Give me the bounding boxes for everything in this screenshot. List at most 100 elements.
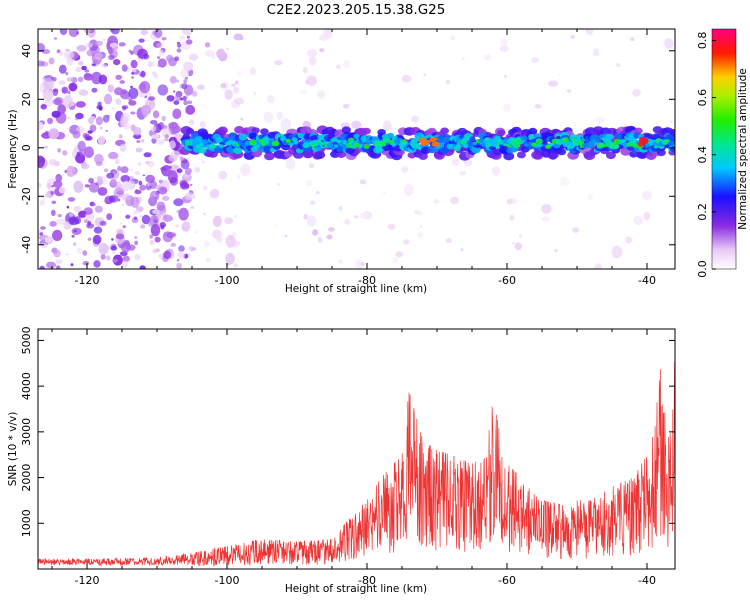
heatmap-noise-blob — [119, 251, 128, 257]
heatmap-noise-blob — [86, 49, 94, 57]
heatmap-noise-blob — [183, 79, 188, 84]
heatmap-noise-blob — [118, 134, 123, 139]
heatmap-noise-blob — [51, 110, 61, 118]
heatmap-noise-blob — [40, 226, 46, 230]
y-tick-label: 0 — [20, 144, 33, 151]
heatmap-noise-blob — [183, 100, 188, 106]
heatmap-noise-blob — [594, 263, 602, 269]
heatmap-noise-blob — [199, 120, 206, 129]
y-tick-label: 40 — [20, 44, 33, 58]
heatmap-noise-blob — [503, 103, 512, 112]
heatmap-signal-blob — [291, 137, 298, 142]
heatmap-noise-blob — [514, 242, 522, 251]
heatmap-noise-blob — [164, 134, 169, 139]
heatmap-noise-blob — [417, 232, 424, 238]
heatmap-noise-blob — [42, 88, 54, 102]
heatmap-noise-blob — [114, 87, 124, 96]
heatmap-noise-blob — [93, 260, 101, 268]
heatmap-noise-blob — [139, 80, 151, 94]
heatmap-noise-blob — [86, 223, 95, 229]
heatmap-noise-blob — [280, 118, 292, 132]
heatmap-noise-blob — [585, 29, 594, 35]
heatmap-noise-blob — [160, 225, 165, 230]
heatmap-signal-blob — [314, 150, 326, 160]
y-tick-label: 1000 — [20, 509, 33, 537]
heatmap-noise-blob — [63, 95, 73, 109]
heatmap-noise-blob — [75, 101, 86, 108]
heatmap-noise-blob — [142, 174, 146, 177]
heatmap-signal-blob — [620, 139, 627, 143]
heatmap-noise-blob — [65, 253, 69, 256]
heatmap-noise-blob — [202, 160, 205, 164]
heatmap-noise-blob — [351, 120, 362, 129]
snr-x-ticks: -120 -100 -80 -60 -40 — [51, 329, 656, 587]
heatmap-signal-blob — [478, 138, 484, 143]
heatmap-signal-blob — [535, 138, 543, 145]
heatmap-noise-blob — [232, 241, 241, 247]
heatmap-noise-blob — [181, 221, 191, 232]
heatmap-noise-blob — [161, 115, 166, 122]
heatmap-noise-blob — [66, 165, 76, 177]
heatmap-noise-blob — [411, 115, 419, 123]
heatmap-noise-blob — [531, 57, 539, 63]
heatmap-noise-blob — [91, 63, 96, 66]
heatmap-signal-blob — [520, 135, 528, 141]
colorbar-ticks: 0.0 0.2 0.4 0.6 0.8 — [696, 32, 716, 278]
heatmap-noise-blob — [233, 263, 239, 268]
heatmap-noise-blob — [113, 187, 125, 198]
heatmap-noise-blob — [450, 36, 455, 41]
heatmap-noise-blob — [541, 216, 550, 222]
heatmap-noise-blob — [630, 37, 635, 42]
heatmap-noise-blob — [129, 50, 134, 55]
heatmap-noise-blob — [65, 72, 69, 76]
heatmap-noise-blob — [81, 163, 90, 170]
heatmap-signal-blob — [196, 144, 202, 149]
heatmap-noise-blob — [55, 218, 66, 225]
heatmap-noise-blob — [233, 33, 244, 41]
heatmap-noise-blob — [38, 182, 42, 188]
heatmap-noise-blob — [484, 54, 492, 61]
y-tick-label: 4000 — [20, 372, 33, 400]
heatmap-noise-blob — [119, 222, 123, 225]
heatmap-signal-blob — [568, 144, 575, 149]
heatmap-noise-blob — [169, 76, 177, 84]
heatmap-noise-blob — [203, 240, 210, 248]
heatmap-noise-blob — [403, 183, 414, 197]
heatmap-noise-blob — [138, 180, 143, 186]
heatmap-signal-blob — [484, 137, 491, 142]
heatmap-noise-blob — [176, 259, 180, 262]
heatmap-noise-blob — [147, 183, 152, 187]
heatmap-noise-blob — [168, 164, 179, 171]
heatmap-noise-blob — [177, 143, 184, 148]
heatmap-noise-blob — [557, 73, 562, 76]
heatmap-noise-blob — [97, 135, 106, 145]
heatmap-signal-blob — [582, 143, 590, 149]
colorbar-label: Normalized spectral amplitude — [737, 68, 749, 229]
heatmap-noise-blob — [72, 130, 81, 139]
heatmap-noise-blob — [116, 181, 121, 187]
heatmap-noise-blob — [87, 237, 92, 241]
heatmap-noise-blob — [643, 211, 651, 221]
heatmap-noise-blob — [141, 139, 145, 143]
heatmap-noise-blob — [50, 191, 55, 195]
heatmap-noise-blob — [39, 199, 46, 206]
heatmap-noise-blob — [68, 216, 80, 226]
heatmap-noise-blob — [401, 166, 409, 173]
x-tick-label: -40 — [638, 274, 656, 287]
heatmap-noise-blob — [98, 74, 108, 85]
heatmap-noise-blob — [52, 98, 62, 105]
heatmap-noise-blob — [91, 87, 98, 93]
heatmap-noise-blob — [184, 29, 192, 36]
heatmap-noise-blob — [55, 173, 63, 182]
heatmap-noise-blob — [130, 196, 140, 208]
heatmap-noise-blob — [318, 34, 329, 41]
heatmap-noise-blob — [152, 209, 160, 215]
heatmap-noise-blob — [89, 124, 97, 133]
heatmap-noise-blob — [267, 94, 275, 104]
heatmap-noise-blob — [534, 104, 542, 109]
heatmap-noise-blob — [218, 170, 228, 180]
heatmap-noise-blob — [106, 213, 113, 221]
heatmap-noise-blob — [616, 62, 621, 68]
colorbar-tick-label: 0.8 — [696, 32, 709, 50]
heatmap-x-axis-label: Height of straight line (km) — [285, 283, 427, 295]
